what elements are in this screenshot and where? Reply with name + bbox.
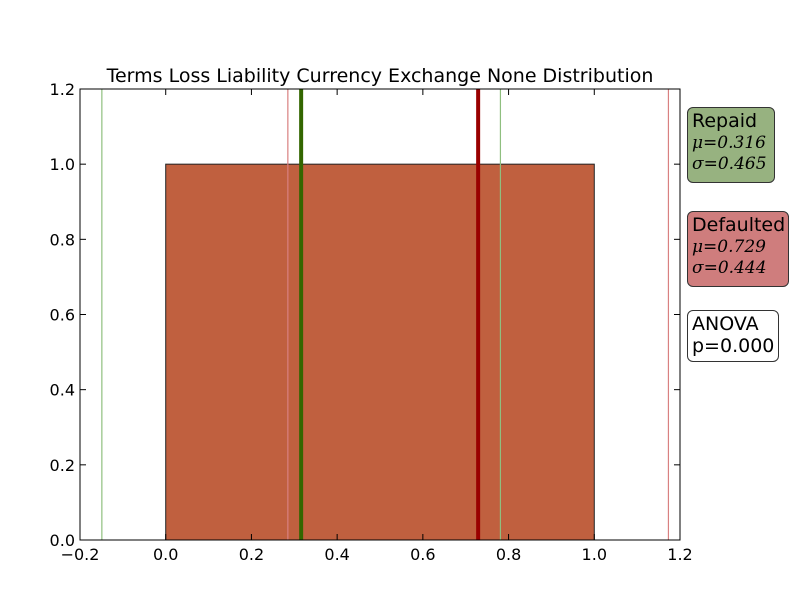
anova-box: ANOVA p=0.000 [687, 310, 779, 362]
anova-p-value: p=0.000 [692, 335, 775, 357]
y-tick-label-6: 1.2 [50, 80, 75, 99]
legend-defaulted-std: σ=0.444 [692, 258, 767, 278]
chart-title: Terms Loss Liability Currency Exchange N… [106, 65, 654, 87]
x-tick-label-7: 1.2 [667, 545, 692, 564]
axes: −0.2 0.0 0.2 0.4 0.6 0.8 1.0 1.20.00.20.40.60.8… [50, 80, 693, 564]
y-tick-label-2: 0.4 [50, 381, 75, 400]
y-tick-label-5: 1.0 [50, 155, 75, 174]
x-tick-label-6: 1.0 [582, 545, 607, 564]
legend-defaulted-mean: μ=0.729 [692, 237, 766, 257]
x-tick-label-3: 0.4 [324, 545, 349, 564]
legend-defaulted-name: Defaulted [692, 214, 786, 236]
y-tick-label-0: 0.0 [50, 531, 75, 550]
x-tick-label-5: 0.8 [496, 545, 521, 564]
anova-label: ANOVA [692, 313, 759, 335]
x-tick-label-0: −0.2 [61, 545, 100, 564]
plot-area [101, 89, 670, 541]
x-tick-label-4: 0.6 [410, 545, 435, 564]
y-tick-label-1: 0.2 [50, 456, 75, 475]
y-tick-label-4: 0.8 [50, 230, 75, 249]
legend-repaid-mean: μ=0.316 [692, 133, 766, 153]
histogram-bar-0 [165, 163, 595, 541]
legend-repaid-name: Repaid [692, 110, 758, 132]
legend-repaid-std: σ=0.465 [692, 154, 767, 174]
legend-defaulted-box: Defaulted μ=0.729 σ=0.444 [687, 211, 789, 287]
legend-repaid-box: Repaid μ=0.316 σ=0.465 [687, 107, 775, 183]
y-tick-label-3: 0.6 [50, 306, 75, 325]
x-tick-label-1: 0.0 [153, 545, 178, 564]
x-tick-label-2: 0.2 [239, 545, 264, 564]
